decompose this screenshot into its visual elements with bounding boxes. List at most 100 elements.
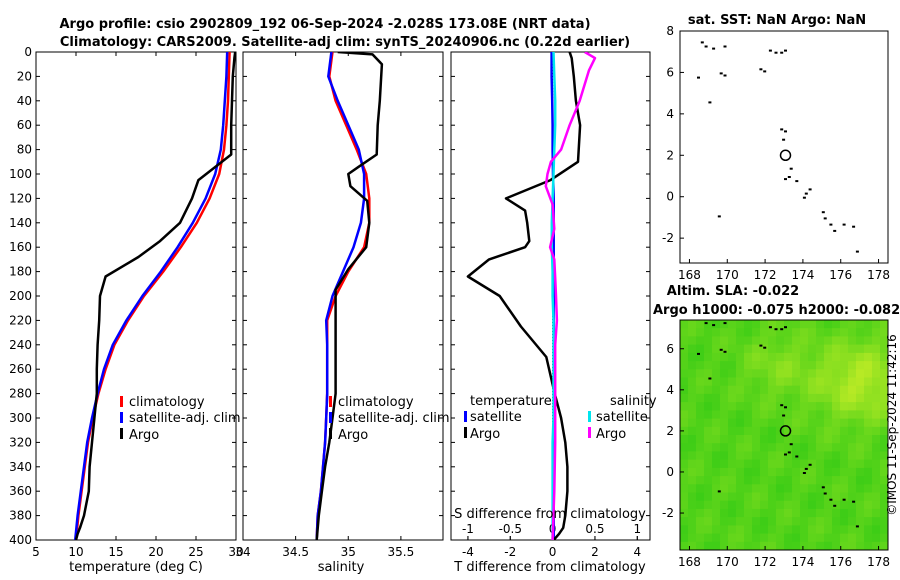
sla-cell bbox=[736, 369, 745, 379]
series-line-temperature-argo bbox=[466, 52, 582, 540]
sla-cell bbox=[712, 336, 721, 346]
island bbox=[723, 45, 727, 48]
sla-cell bbox=[712, 459, 721, 469]
sla-cell bbox=[768, 451, 777, 461]
island bbox=[804, 467, 808, 470]
sla-cell bbox=[736, 500, 745, 510]
sla-cell bbox=[864, 533, 873, 543]
sla-cell bbox=[848, 352, 857, 362]
difference-legend: temperature satellite Argo salinity sate… bbox=[464, 394, 657, 442]
legend-temperature-header: temperature bbox=[470, 394, 552, 409]
sla-cell bbox=[840, 533, 849, 543]
sla-cell bbox=[792, 467, 801, 477]
sla-cell bbox=[720, 410, 729, 420]
sla-cell bbox=[880, 361, 888, 370]
sla-cell bbox=[864, 508, 873, 518]
s-tick-label: -0.5 bbox=[499, 522, 522, 536]
x-tick-label: 34 bbox=[235, 545, 250, 559]
sla-cell bbox=[744, 377, 753, 387]
sla-cell bbox=[736, 344, 745, 354]
sla-cell bbox=[776, 328, 785, 337]
island bbox=[723, 350, 727, 353]
sst-map-islands bbox=[697, 41, 859, 253]
x-tick-label: 4 bbox=[633, 545, 641, 559]
sla-cell bbox=[736, 467, 745, 477]
sla-cell bbox=[856, 476, 865, 485]
x-tick-label: 30 bbox=[228, 545, 243, 559]
sla-cell bbox=[784, 369, 793, 379]
sla-cell bbox=[768, 426, 777, 436]
sla-cell bbox=[752, 541, 761, 550]
sla-cell bbox=[824, 467, 833, 477]
sla-cell bbox=[712, 369, 721, 379]
sla-cell bbox=[760, 377, 769, 387]
sla-cell bbox=[744, 533, 753, 543]
sla-cell bbox=[760, 328, 769, 337]
sla-cell bbox=[832, 492, 841, 502]
sla-cell bbox=[752, 533, 761, 543]
sla-cell bbox=[872, 541, 881, 550]
sla-cell bbox=[864, 369, 873, 379]
sla-cell bbox=[800, 533, 809, 543]
sst-map-y-ticks: -2 0 2 4 6 8 bbox=[662, 24, 684, 245]
sla-cell bbox=[752, 500, 761, 510]
sla-cell bbox=[728, 336, 737, 346]
sla-cell bbox=[784, 402, 793, 411]
sla-map-heatmap bbox=[680, 320, 888, 550]
sla-cell bbox=[776, 352, 785, 362]
sla-cell bbox=[712, 443, 721, 452]
sla-cell bbox=[808, 402, 817, 411]
y-tick-label: 0 bbox=[24, 45, 32, 59]
island bbox=[842, 223, 846, 226]
sla-cell bbox=[864, 476, 873, 485]
y-tick-label: 2 bbox=[666, 148, 674, 162]
sla-cell bbox=[808, 344, 817, 354]
sla-cell bbox=[824, 320, 833, 329]
sla-cell bbox=[832, 467, 841, 477]
sla-cell bbox=[736, 533, 745, 543]
sla-cell bbox=[808, 508, 817, 518]
salinity-axes-box bbox=[242, 51, 444, 541]
sla-cell bbox=[760, 385, 769, 395]
sla-cell bbox=[800, 451, 809, 461]
sla-cell bbox=[872, 410, 881, 420]
sla-cell bbox=[688, 517, 697, 526]
island bbox=[852, 225, 856, 228]
sla-cell bbox=[832, 369, 841, 379]
sla-cell bbox=[840, 517, 849, 526]
sla-cell bbox=[752, 508, 761, 518]
sla-cell bbox=[768, 467, 777, 477]
y-tick-label: 380 bbox=[9, 509, 32, 523]
sla-cell bbox=[840, 451, 849, 461]
sla-cell bbox=[736, 361, 745, 370]
sla-cell bbox=[872, 517, 881, 526]
y-tick-label: 320 bbox=[9, 435, 32, 449]
sla-cell bbox=[720, 377, 729, 387]
sla-cell bbox=[880, 352, 888, 362]
sla-cell bbox=[792, 385, 801, 395]
sla-cell bbox=[680, 344, 689, 354]
sla-cell bbox=[824, 361, 833, 370]
sla-cell bbox=[800, 410, 809, 420]
sla-cell bbox=[736, 525, 745, 535]
y-tick-label: 340 bbox=[9, 460, 32, 474]
sla-cell bbox=[816, 451, 825, 461]
sla-cell bbox=[808, 451, 817, 461]
island bbox=[768, 49, 772, 52]
sla-cell bbox=[696, 377, 705, 387]
sla-cell bbox=[768, 508, 777, 518]
sla-cell bbox=[784, 484, 793, 494]
sla-cell bbox=[776, 344, 785, 354]
sla-cell bbox=[784, 508, 793, 518]
sla-cell bbox=[800, 320, 809, 329]
island bbox=[708, 377, 712, 380]
sla-cell bbox=[688, 443, 697, 452]
sla-cell bbox=[824, 426, 833, 436]
series-line-salinity-satellite bbox=[550, 52, 557, 540]
sla-cell bbox=[784, 533, 793, 543]
sla-cell bbox=[800, 508, 809, 518]
sla-cell bbox=[704, 451, 713, 461]
sla-cell bbox=[776, 492, 785, 502]
sla-cell bbox=[856, 352, 865, 362]
island bbox=[842, 498, 846, 501]
